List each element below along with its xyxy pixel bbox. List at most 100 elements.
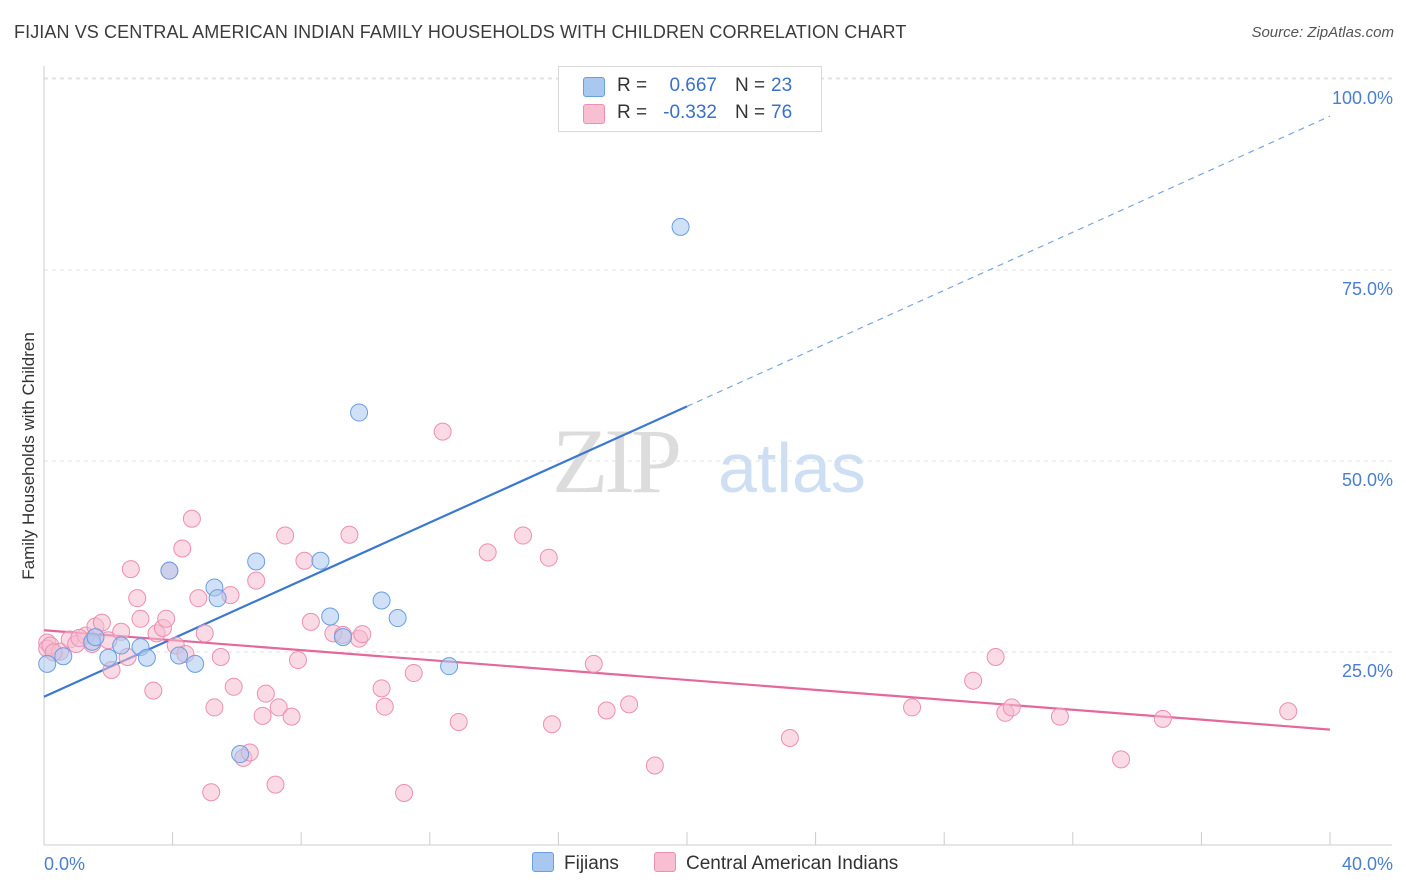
- fijian-point: [350, 403, 369, 422]
- x-tick-label: 0.0%: [44, 854, 85, 874]
- legend-r-label: R =: [617, 102, 648, 123]
- central-american-point: [1002, 698, 1021, 717]
- central-american-point: [182, 509, 201, 528]
- fijian-point: [86, 628, 105, 647]
- fijian-point: [38, 654, 57, 673]
- central-american-point: [542, 715, 561, 734]
- central-american-point: [1279, 702, 1298, 721]
- central-american-point: [189, 589, 208, 608]
- central-american-point: [1112, 750, 1131, 769]
- central-american-point: [1153, 709, 1172, 728]
- watermark-atlas: atlas: [718, 429, 866, 507]
- legend-n-label: N =: [735, 75, 766, 96]
- central-american-point: [253, 706, 272, 725]
- central-american-point: [404, 664, 423, 683]
- central-american-point: [247, 571, 266, 590]
- legend-swatch-central: [583, 104, 605, 124]
- axes: [43, 66, 1392, 846]
- fijian-point: [333, 628, 352, 647]
- y-tick-label: 100.0%: [1332, 88, 1393, 108]
- legend-item-central: Central American Indians: [654, 852, 898, 875]
- central-american-point: [211, 648, 230, 667]
- fijian-point: [247, 552, 266, 571]
- legend-r-value: 0.667: [669, 75, 717, 96]
- legend-n-label: N =: [735, 102, 766, 123]
- legend-row-fijians: R = 0.667 N = 23: [559, 73, 821, 101]
- fijian-point: [311, 551, 330, 570]
- correlation-legend: R = 0.667 N = 23 R = -0.332 N = 76: [558, 66, 822, 132]
- legend-row-central: R = -0.332 N = 76: [559, 100, 821, 128]
- central-american-point: [395, 784, 414, 803]
- central-american-point: [205, 698, 224, 717]
- legend-r-value: -0.332: [663, 102, 717, 123]
- fijian-point: [440, 657, 459, 676]
- central-american-point: [620, 695, 639, 714]
- fijians-trend-extension: [686, 115, 1331, 407]
- central-american-point: [224, 677, 243, 696]
- watermark: ZIP atlas: [552, 410, 866, 512]
- fijian-point: [671, 217, 690, 236]
- y-tick-label: 25.0%: [1342, 661, 1393, 681]
- tick-labels: 100.0% 75.0% 50.0% 25.0% 0.0% 40.0%: [44, 88, 1393, 874]
- central-american-point: [131, 609, 150, 628]
- central-american-point: [295, 551, 314, 570]
- central-trend-line: [43, 629, 1331, 731]
- legend-swatch-central: [654, 852, 676, 872]
- central-american-point: [266, 775, 285, 794]
- legend-label-central: Central American Indians: [686, 853, 899, 874]
- gridlines: [44, 77, 1392, 653]
- central-american-point: [195, 624, 214, 643]
- central-american-point: [269, 698, 288, 717]
- data-points: [38, 217, 1298, 803]
- fijian-point: [99, 648, 118, 667]
- source-label: Source: ZipAtlas.com: [1251, 24, 1394, 41]
- y-tick-label: 50.0%: [1342, 470, 1393, 490]
- fijian-point: [137, 648, 156, 667]
- central-american-point: [173, 539, 192, 558]
- central-american-point: [645, 756, 664, 775]
- central-american-point: [340, 525, 359, 544]
- central-american-point: [375, 697, 394, 716]
- central-american-point: [256, 684, 275, 703]
- central-american-point: [780, 728, 799, 747]
- fijian-point: [112, 636, 131, 655]
- legend-r-label: R =: [617, 75, 648, 96]
- fijian-point: [54, 647, 73, 666]
- fijians-trend-line: [43, 405, 688, 698]
- central-american-point: [584, 654, 603, 673]
- fijian-point: [388, 609, 407, 628]
- legend-item-fijians: Fijians: [532, 852, 619, 875]
- chart-title: FIJIAN VS CENTRAL AMERICAN INDIAN FAMILY…: [14, 22, 907, 42]
- central-american-point: [276, 526, 295, 545]
- trend-lines: [43, 115, 1331, 731]
- central-american-point: [372, 679, 391, 698]
- x-tick-label: 40.0%: [1342, 854, 1393, 874]
- central-american-point: [514, 526, 533, 545]
- central-american-point: [597, 701, 616, 720]
- central-american-point: [903, 698, 922, 717]
- central-american-point: [128, 589, 147, 608]
- legend-swatch-fijians: [532, 852, 554, 872]
- fijian-point: [321, 607, 340, 626]
- fijian-point: [372, 591, 391, 610]
- fijian-point: [170, 646, 189, 665]
- central-american-point: [202, 783, 221, 802]
- central-american-point: [144, 681, 163, 700]
- central-american-point: [1050, 707, 1069, 726]
- central-american-point: [288, 651, 307, 670]
- central-american-point: [539, 548, 558, 567]
- y-tick-label: 75.0%: [1342, 279, 1393, 299]
- legend-n-value: 76: [771, 102, 793, 123]
- central-american-point: [986, 648, 1005, 667]
- central-american-point: [964, 671, 983, 690]
- central-american-point: [282, 707, 301, 726]
- central-american-point: [433, 422, 452, 441]
- legend-n-value: 23: [771, 75, 793, 96]
- fijian-point: [160, 561, 179, 580]
- central-american-point: [353, 625, 372, 644]
- legend-swatch-fijians: [583, 77, 605, 97]
- central-american-point: [478, 543, 497, 562]
- fijian-point: [208, 589, 227, 608]
- central-american-point: [121, 560, 140, 579]
